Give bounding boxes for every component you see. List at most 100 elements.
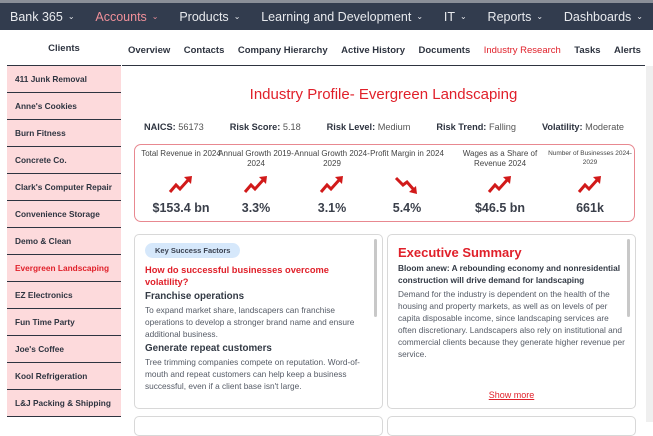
- metrics-card: Total Revenue in 2024 $153.4 bn Annual Gro…: [134, 144, 635, 222]
- trend-up-icon: [243, 176, 267, 193]
- stat-value: 56173: [178, 122, 204, 132]
- tab-contacts[interactable]: Contacts: [183, 45, 225, 56]
- sidebar-item-client[interactable]: Convenience Storage: [7, 201, 121, 228]
- page-scrollbar[interactable]: [646, 66, 653, 422]
- sidebar-item-client[interactable]: L&J Packing & Shipping: [7, 390, 121, 417]
- sidebar-item-client[interactable]: Clark's Computer Repair: [7, 174, 121, 201]
- metric-label: Wages as a Share of Revenue 2024: [462, 149, 538, 168]
- stat-value: Medium: [377, 122, 411, 132]
- nav-label: IT: [443, 9, 455, 24]
- trend-down-icon: [394, 176, 417, 194]
- stat-item: NAICS: 56173: [144, 122, 204, 132]
- metric-value: 661k: [576, 201, 604, 215]
- chevron-down-icon: ⌄: [460, 12, 467, 21]
- sidebar-item-client[interactable]: Joe's Coffee: [7, 336, 121, 363]
- stat-item: Risk Score: 5.18: [230, 122, 301, 132]
- lower-card-right: [387, 416, 636, 436]
- nav-learning[interactable]: Learning and Development ⌄: [261, 10, 423, 24]
- lower-card-left: [134, 416, 383, 436]
- stat-label: Risk Trend:: [436, 122, 487, 132]
- ksf-text: Tree trimming companies compete on reput…: [145, 357, 360, 391]
- card-scrollbar[interactable]: [627, 239, 630, 317]
- metric-item: Wages as a Share of Revenue 2024 $46.5 bn: [458, 149, 542, 215]
- sidebar-item-client[interactable]: Anne's Cookies: [7, 93, 121, 120]
- trend-up-icon: [168, 176, 192, 193]
- show-more-link[interactable]: Show more: [488, 390, 535, 400]
- chevron-down-icon: ⌄: [233, 12, 241, 21]
- nav-reports[interactable]: Reports ⌄: [488, 10, 543, 24]
- stat-value: 5.18: [282, 122, 301, 132]
- nav-products[interactable]: Products ⌄: [179, 10, 240, 24]
- sidebar-item-client[interactable]: Demo & Clean: [7, 228, 121, 255]
- tab-overview[interactable]: Overview: [128, 45, 171, 56]
- industry-stats: NAICS: 56173 Risk Score: 5.18 Risk Level: …: [144, 122, 624, 132]
- stat-value: Moderate: [585, 122, 624, 132]
- sidebar-item-client[interactable]: Evergreen Landscaping: [7, 255, 121, 282]
- sidebar-item-client[interactable]: Fun Time Party: [7, 309, 121, 336]
- tab-documents[interactable]: Documents: [418, 45, 471, 56]
- nav-accounts[interactable]: Accounts ⌄: [95, 10, 158, 24]
- sidebar-item-client[interactable]: EZ Electronics: [7, 282, 121, 309]
- nav-bank365[interactable]: Bank 365 ⌄: [10, 10, 75, 24]
- tab-tasks[interactable]: Tasks: [574, 45, 601, 56]
- chevron-down-icon: ⌄: [636, 12, 643, 21]
- ksf-text: To expand market share, landscapers can …: [145, 305, 355, 339]
- metric-label: Profit Margin in 2024: [370, 149, 444, 158]
- nav-label: Dashboards: [563, 9, 632, 24]
- nav-label: Bank 365: [10, 9, 63, 24]
- metric-item: Profit Margin in 2024 5.4%: [365, 149, 449, 215]
- metric-value: 3.3%: [241, 201, 271, 215]
- nav-dashboards[interactable]: Dashboards ⌄: [564, 10, 643, 24]
- metric-item: Total Revenue in 2024 $153.4 bn: [139, 149, 223, 215]
- metric-value: $153.4 bn: [152, 201, 210, 215]
- card-scrollbar[interactable]: [374, 239, 377, 317]
- client-list: 411 Junk Removal Anne's Cookies Burn Fitne…: [7, 65, 121, 417]
- metric-item: Annual Growth 2024-2029 3.1%: [290, 149, 374, 215]
- executive-summary-card: Executive Summary Bloom anew: A reboundi…: [387, 234, 636, 409]
- trend-up-icon: [577, 176, 601, 193]
- nav-label: Reports: [487, 9, 532, 24]
- metric-value: 3.1%: [317, 201, 347, 215]
- sidebar-item-client[interactable]: Concrete Co.: [7, 147, 121, 174]
- metric-value: 5.4%: [392, 201, 422, 215]
- metric-label: Number of Businesses 2024-2029: [548, 150, 632, 166]
- metric-item: Number of Businesses 2024-2029 661k: [548, 149, 632, 215]
- clients-sidebar: Clients 411 Junk Removal Anne's Cookies Bu…: [7, 40, 121, 422]
- stat-label: Risk Score:: [229, 122, 281, 132]
- ksf-heading: Franchise operations: [145, 291, 245, 302]
- stat-item: Risk Level: Medium: [327, 122, 411, 132]
- trend-up-icon: [487, 176, 511, 193]
- metric-label: Total Revenue in 2024: [141, 149, 221, 158]
- metric-value: $46.5 bn: [474, 201, 526, 215]
- tab-industry-research[interactable]: Industry Research: [483, 45, 561, 56]
- stat-label: Risk Level:: [326, 122, 376, 132]
- window-top-border: [0, 0, 653, 3]
- tab-bar: Overview Contacts Company Hierarchy Active …: [122, 42, 645, 66]
- ksf-badge: Key Success Factors: [145, 243, 241, 258]
- nav-it[interactable]: IT ⌄: [444, 10, 467, 24]
- metric-item: Annual Growth 2019-2024 3.3%: [214, 149, 298, 215]
- chevron-down-icon: ⌄: [151, 12, 159, 21]
- nav-label: Accounts: [95, 9, 147, 24]
- nav-label: Products: [179, 9, 229, 24]
- chevron-down-icon: ⌄: [536, 12, 544, 21]
- sidebar-item-client[interactable]: Kool Refrigeration: [7, 363, 121, 390]
- metric-label: Annual Growth 2019-2024: [218, 149, 294, 168]
- sidebar-item-client[interactable]: Burn Fitness: [7, 120, 121, 147]
- stat-item: Risk Trend: Falling: [436, 122, 516, 132]
- key-success-factors-card: Key Success Factors How do successful bu…: [134, 234, 383, 409]
- stat-item: Volatility: Moderate: [542, 122, 624, 132]
- chevron-down-icon: ⌄: [416, 12, 424, 21]
- nav-label: Learning and Development: [261, 9, 412, 24]
- sidebar-item-client[interactable]: 411 Junk Removal: [7, 66, 121, 93]
- top-nav: Bank 365 ⌄ Accounts ⌄ Products ⌄ Learning a…: [0, 3, 653, 30]
- stat-label: Volatility:: [541, 122, 583, 132]
- stat-label: NAICS:: [144, 122, 176, 132]
- tab-alerts[interactable]: Alerts: [614, 45, 641, 56]
- exec-title: Executive Summary: [398, 245, 522, 260]
- trend-up-icon: [319, 176, 343, 193]
- tab-company-hierarchy[interactable]: Company Hierarchy: [237, 45, 328, 56]
- exec-subtitle: Bloom anew: A rebounding economy and non…: [398, 263, 621, 285]
- ksf-heading: Generate repeat customers: [145, 343, 272, 354]
- tab-active-history[interactable]: Active History: [341, 45, 406, 56]
